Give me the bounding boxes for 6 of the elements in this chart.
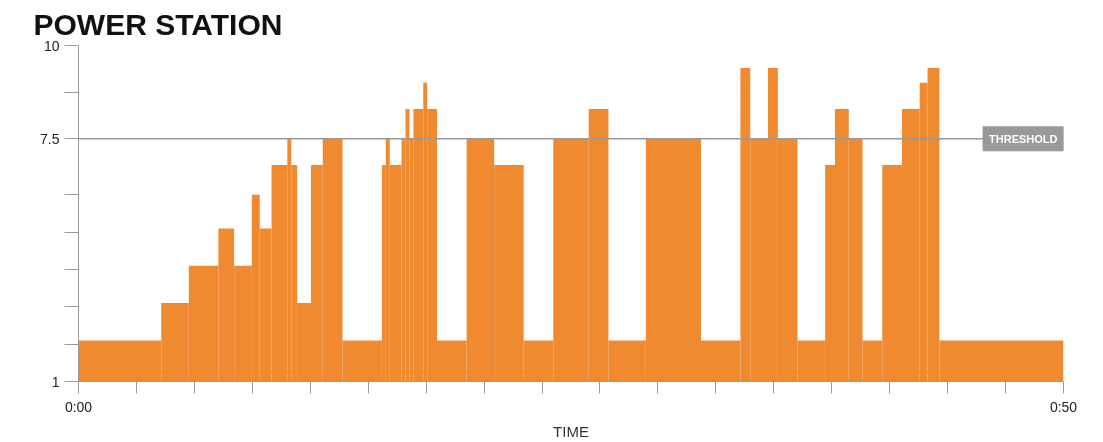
x-axis-title: TIME — [553, 422, 589, 440]
y-tick-label: 1 — [51, 373, 60, 390]
y-tick-label: 7.5 — [40, 130, 60, 147]
x-tick-label: 0:50 — [1049, 398, 1078, 415]
ref-line-label: THRESHOLD — [989, 132, 1058, 145]
x-tick-label: 0:00 — [64, 398, 93, 415]
